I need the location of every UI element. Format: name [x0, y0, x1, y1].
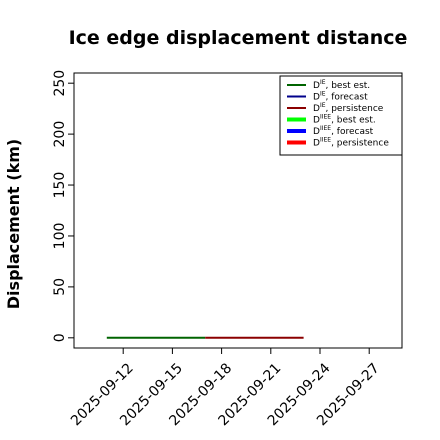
x-axis: 2025-09-122025-09-152025-09-182025-09-21… — [68, 348, 383, 429]
chart-title: Ice edge displacement distance — [69, 27, 408, 49]
y-tick-label: 0 — [52, 333, 68, 342]
legend-label: DIIEE, persistence — [313, 137, 389, 149]
legend-label: DIE, forecast — [313, 91, 368, 103]
y-tick-label: 100 — [52, 223, 68, 250]
legend-label: DIE, best est. — [313, 79, 370, 91]
plot-frame — [73, 72, 403, 349]
legend-label: DIE, persistence — [313, 102, 384, 114]
y-tick-label: 50 — [52, 278, 68, 296]
legend-label: DIIEE, forecast — [313, 125, 374, 137]
y-axis-label: Displacement (km) — [4, 139, 23, 309]
legend-label: DIIEE, best est. — [313, 114, 376, 126]
y-tick-label: 200 — [52, 121, 68, 148]
y-tick-label: 150 — [52, 172, 68, 199]
legend-box — [279, 75, 403, 156]
y-tick-label: 250 — [52, 70, 68, 97]
y-axis: 0 50 100 150 200 250 — [52, 70, 74, 342]
